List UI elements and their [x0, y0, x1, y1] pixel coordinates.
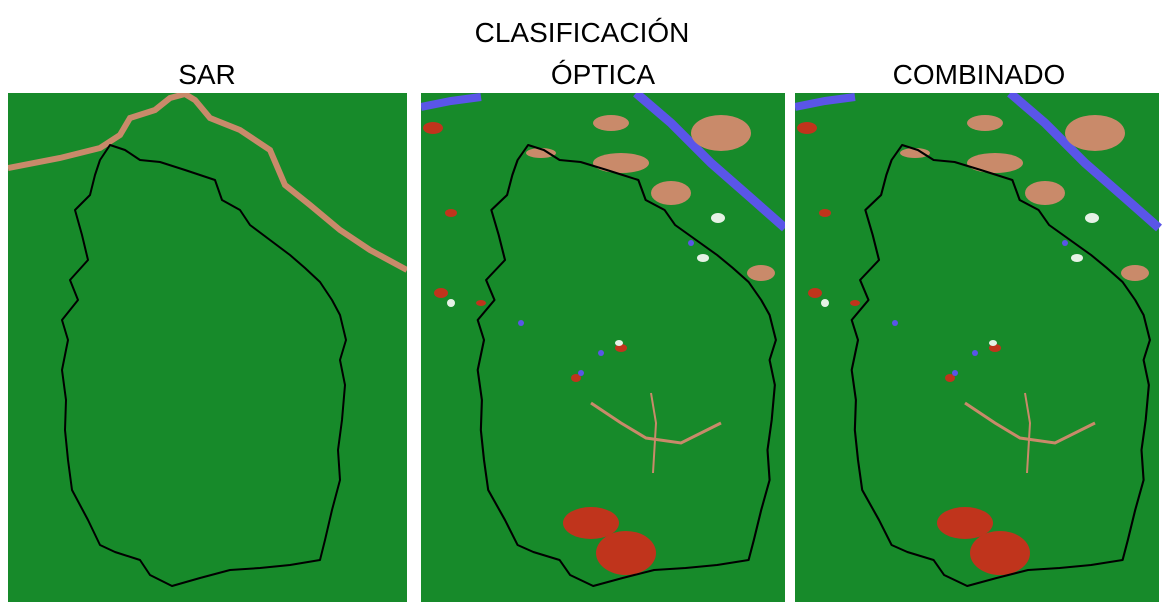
optical-map — [421, 93, 785, 602]
figure: CLASIFICACIÓN SAR ÓPTICA COMBINADO — [0, 0, 1164, 602]
panel-title: ÓPTICA — [551, 59, 656, 90]
panel-title: SAR — [178, 59, 236, 90]
panel-title: COMBINADO — [893, 59, 1066, 90]
sar-map — [8, 93, 407, 602]
combined-map — [795, 93, 1159, 602]
figure-title: CLASIFICACIÓN — [475, 17, 690, 48]
